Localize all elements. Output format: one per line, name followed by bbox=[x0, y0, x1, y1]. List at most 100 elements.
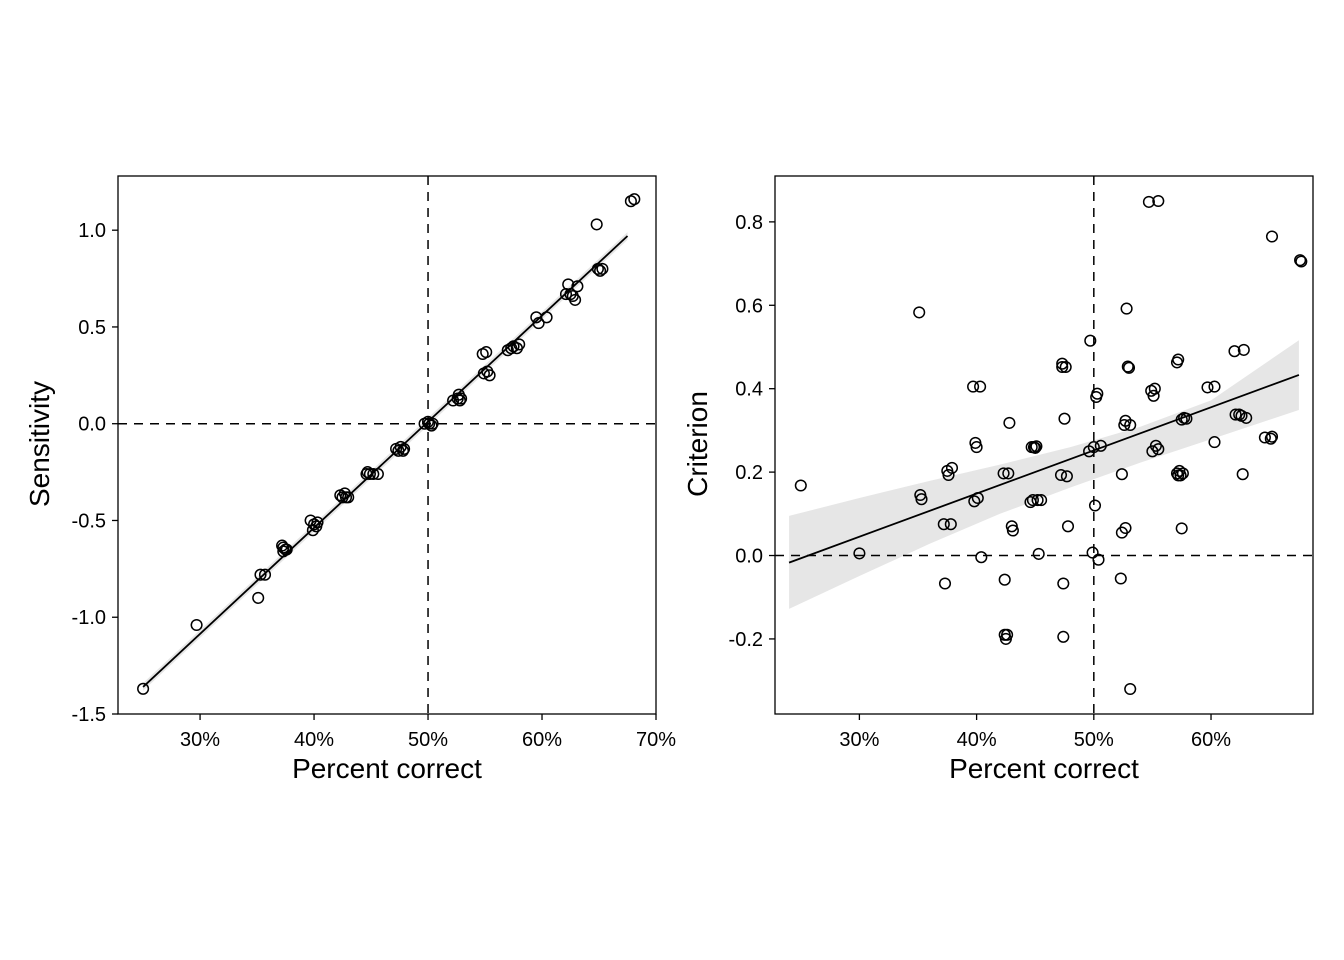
sensitivity-data-point bbox=[254, 568, 267, 581]
criterion-data-point bbox=[853, 547, 866, 560]
criterion-data-point bbox=[1152, 443, 1165, 456]
sensitivity-data-point bbox=[483, 369, 496, 382]
sensitivity-data-point bbox=[252, 591, 265, 604]
criterion-data-point bbox=[1265, 230, 1279, 243]
sensitivity-data-point bbox=[571, 280, 584, 293]
criterion-data-point bbox=[1173, 464, 1186, 477]
sensitivity-x-tick-label: 30% bbox=[180, 729, 220, 751]
sensitivity-x-tick-label: 70% bbox=[636, 729, 676, 751]
sensitivity-data-point bbox=[455, 392, 468, 405]
criterion-x-tick-label: 60% bbox=[1191, 729, 1231, 751]
criterion-x-tick-label: 50% bbox=[1074, 729, 1114, 751]
sensitivity-data-point bbox=[338, 487, 351, 500]
criterion-regression-line bbox=[788, 374, 1300, 564]
criterion-data-point bbox=[998, 573, 1011, 586]
criterion-data-point bbox=[938, 577, 952, 590]
sensitivity-x-tick-label: 50% bbox=[408, 729, 448, 751]
criterion-data-point bbox=[997, 467, 1010, 480]
criterion-data-point bbox=[1122, 361, 1136, 374]
criterion-data-point bbox=[1201, 381, 1214, 394]
criterion-chart: 30% 40% 50% 60% -0.2 0.0 0.2 0.4 0.6 0.8 Percent … bbox=[682, 175, 1314, 784]
sensitivity-y-tick-label: -1.0 bbox=[72, 607, 106, 629]
criterion-data-point bbox=[1147, 389, 1160, 402]
criterion-data-point bbox=[968, 495, 981, 508]
criterion-data-point bbox=[1056, 357, 1069, 370]
criterion-data-point bbox=[1229, 408, 1242, 421]
criterion-data-point bbox=[1061, 520, 1075, 533]
sensitivity-data-point bbox=[480, 346, 493, 359]
sensitivity-data-point bbox=[513, 338, 526, 351]
criterion-data-point bbox=[1120, 302, 1133, 315]
sensitivity-data-point bbox=[258, 568, 272, 581]
criterion-data-point bbox=[1175, 413, 1188, 426]
sensitivity-plot-layer bbox=[117, 175, 657, 715]
criterion-data-point bbox=[1030, 440, 1043, 453]
criterion-data-point bbox=[1148, 382, 1161, 395]
criterion-data-point bbox=[937, 518, 950, 531]
criterion-y-tick-label: 0.6 bbox=[735, 295, 763, 317]
criterion-data-point bbox=[974, 380, 987, 393]
criterion-data-point bbox=[1035, 494, 1048, 507]
sensitivity-data-point bbox=[453, 394, 466, 407]
criterion-data-point bbox=[1208, 380, 1221, 393]
sensitivity-plot-area bbox=[118, 176, 656, 714]
criterion-data-point bbox=[1142, 195, 1155, 208]
sensitivity-y-tick-label: 0.5 bbox=[78, 317, 106, 339]
criterion-y-tick-label: 0.2 bbox=[735, 462, 763, 484]
sensitivity-data-point bbox=[569, 293, 582, 306]
criterion-data-point bbox=[1058, 412, 1071, 425]
criterion-plot-area bbox=[775, 176, 1313, 714]
sensitivity-data-point bbox=[367, 467, 380, 481]
sensitivity-data-point bbox=[363, 467, 376, 481]
criterion-data-point bbox=[1057, 630, 1070, 643]
criterion-plot-frame bbox=[774, 175, 1314, 715]
criterion-data-point bbox=[1115, 468, 1128, 481]
criterion-data-point bbox=[1060, 470, 1073, 483]
sensitivity-data-point bbox=[596, 262, 609, 275]
sensitivity-data-point bbox=[190, 618, 203, 632]
sensitivity-data-point bbox=[426, 417, 439, 430]
criterion-data-point bbox=[1236, 468, 1249, 481]
criterion-data-point bbox=[1124, 418, 1137, 432]
criterion-data-point bbox=[944, 518, 957, 531]
criterion-data-point bbox=[1124, 682, 1137, 696]
criterion-y-tick-label: 0.0 bbox=[735, 546, 763, 568]
criterion-data-point bbox=[1026, 494, 1039, 507]
criterion-y-tick-label: 0.8 bbox=[735, 212, 763, 234]
sensitivity-data-point bbox=[396, 444, 410, 457]
criterion-data-point bbox=[1054, 468, 1068, 482]
criterion-data-point bbox=[1001, 628, 1014, 641]
criterion-data-point bbox=[1172, 353, 1185, 366]
criterion-data-point bbox=[1237, 343, 1250, 356]
criterion-data-point bbox=[1092, 553, 1105, 566]
criterion-data-point bbox=[1032, 547, 1045, 560]
criterion-data-point bbox=[1094, 439, 1107, 452]
criterion-data-point bbox=[1228, 345, 1241, 358]
criterion-data-point bbox=[1057, 577, 1070, 590]
criterion-data-point bbox=[971, 491, 984, 505]
sensitivity-tick-layer: 30% 40% 50% 60% 70% -1.5 -1.0 -0.5 0.0 0.5 1.0 bbox=[72, 220, 677, 751]
criterion-y-tick-label: -0.2 bbox=[729, 629, 763, 651]
criterion-data-point bbox=[1295, 255, 1308, 268]
criterion-x-tick-label: 30% bbox=[839, 729, 879, 751]
criterion-data-point bbox=[1002, 467, 1015, 480]
criterion-data-point bbox=[1175, 522, 1188, 535]
criterion-data-point bbox=[1091, 387, 1104, 400]
sensitivity-y-tick-label: -0.5 bbox=[72, 510, 106, 532]
sensitivity-plot-frame bbox=[117, 175, 657, 715]
sensitivity-data-point bbox=[590, 218, 603, 231]
criterion-data-point bbox=[1031, 494, 1044, 507]
criterion-data-point bbox=[1180, 412, 1193, 425]
sensitivity-data-point bbox=[311, 516, 324, 529]
sensitivity-regression-line bbox=[142, 235, 629, 688]
criterion-data-point bbox=[1006, 524, 1019, 537]
criterion-data-point bbox=[1059, 360, 1072, 374]
sensitivity-y-tick-label: 0.0 bbox=[78, 414, 106, 436]
criterion-data-point bbox=[975, 551, 988, 564]
criterion-data-point bbox=[913, 306, 926, 319]
criterion-data-point bbox=[1240, 411, 1253, 424]
criterion-data-point bbox=[1152, 194, 1165, 208]
sensitivity-x-tick-label: 60% bbox=[522, 729, 562, 751]
sensitivity-data-point bbox=[423, 417, 436, 430]
